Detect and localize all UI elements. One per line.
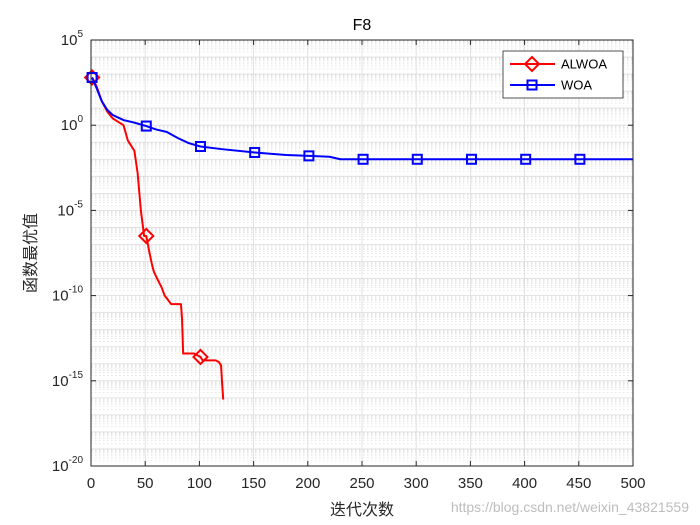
data-marker-alwoa bbox=[192, 348, 209, 366]
legend-label-woa: WOA bbox=[561, 78, 592, 93]
tick-labels: 0 50 100 150 200 250 300 350 400 450 500 10-20 10-15… bbox=[52, 29, 646, 492]
data-marker-woa bbox=[140, 120, 152, 132]
data-marker-woa bbox=[194, 141, 206, 152]
data-marker-woa bbox=[520, 153, 532, 165]
y-axis-label: 函数最优值 bbox=[21, 213, 40, 293]
x-tick-label: 400 bbox=[512, 475, 537, 492]
series-layer bbox=[83, 69, 633, 400]
x-tick-label: 300 bbox=[404, 475, 429, 492]
x-tick-label: 0 bbox=[87, 475, 95, 492]
x-tick-label: 150 bbox=[241, 475, 266, 492]
legend: ALWOA WOA bbox=[502, 50, 624, 99]
data-marker-woa bbox=[574, 153, 586, 165]
x-tick-label: 250 bbox=[349, 475, 374, 492]
y-tick-label: 10-15 bbox=[52, 370, 84, 390]
legend-marker-woa bbox=[526, 79, 538, 91]
x-tick-label: 350 bbox=[458, 475, 483, 492]
y-tick-label: 10-10 bbox=[52, 285, 84, 305]
data-marker-woa bbox=[465, 153, 477, 165]
x-tick-label: 200 bbox=[295, 475, 320, 492]
data-marker-woa bbox=[357, 153, 369, 165]
y-tick-label: 100 bbox=[61, 114, 84, 134]
legend-label-alwoa: ALWOA bbox=[561, 57, 607, 72]
data-marker-woa bbox=[249, 146, 261, 158]
y-tick-label: 10-20 bbox=[52, 455, 84, 475]
y-tick-label: 105 bbox=[61, 29, 84, 49]
watermark: https://blog.csdn.net/weixin_43821559 bbox=[451, 499, 689, 515]
data-marker-woa bbox=[86, 71, 98, 83]
x-axis-label: 迭代次数 bbox=[330, 500, 394, 519]
legend-box bbox=[502, 50, 624, 99]
x-tick-label: 100 bbox=[187, 475, 212, 492]
y-tick-label: 10-5 bbox=[57, 199, 83, 219]
x-tick-label: 50 bbox=[137, 475, 154, 492]
ticks bbox=[90, 39, 634, 467]
x-tick-label: 500 bbox=[620, 475, 645, 492]
series-line-woa bbox=[91, 77, 633, 161]
data-marker-woa bbox=[303, 150, 315, 162]
legend-marker-alwoa bbox=[523, 55, 541, 73]
x-tick-label: 450 bbox=[566, 475, 591, 492]
data-marker-alwoa bbox=[137, 227, 155, 245]
data-marker-woa bbox=[411, 153, 423, 165]
chart-title: F8 bbox=[353, 17, 372, 34]
